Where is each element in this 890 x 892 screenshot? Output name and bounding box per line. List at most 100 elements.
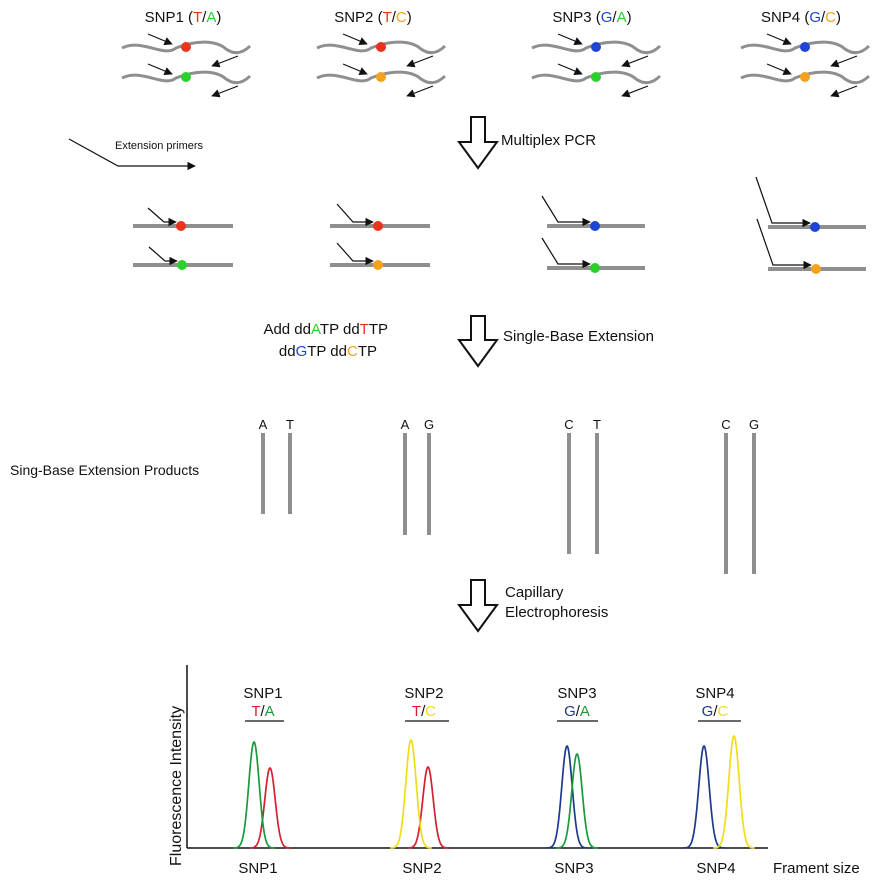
forward-primer-arrow [766, 33, 792, 45]
x-tick-label: SNP1 [238, 860, 277, 877]
extension-primer-legend [68, 138, 196, 171]
product-base-label: T [286, 417, 294, 432]
x-tick-label: SNP2 [402, 860, 441, 877]
product-base-label: C [564, 417, 573, 432]
snp-title: SNP3 (G/A) [552, 9, 631, 26]
template-strand [531, 70, 662, 85]
product-base-label: A [401, 417, 410, 432]
peak-group-title: SNP4 [695, 685, 734, 702]
electropherogram-peak [556, 753, 598, 849]
products-label: Sing-Base Extension Products [10, 462, 199, 478]
forward-primer-arrow [557, 33, 583, 45]
forward-primer-arrow [766, 63, 792, 75]
forward-primer-arrow [342, 63, 368, 75]
electropherogram-peak [683, 745, 725, 849]
snp-title: SNP4 (G/C) [761, 9, 841, 26]
peak-group-alleles: G/A [564, 703, 590, 720]
snp-dot [373, 260, 383, 270]
snp-dot [376, 42, 386, 52]
snp-title: SNP1 (T/A) [145, 9, 222, 26]
extension-primer-arrow [148, 246, 178, 266]
electropherogram-peak [249, 767, 291, 849]
reverse-primer-arrow [211, 85, 239, 98]
peak-groups: SNP1T/ASNP1SNP2T/CSNP2SNP3G/ASNP3SNP4G/C… [233, 685, 755, 877]
snp-dot [591, 72, 601, 82]
product-base-label: C [721, 417, 730, 432]
snp-dot [590, 221, 600, 231]
product-base-label: G [424, 417, 434, 432]
snp-title-row: SNP1 (T/A) SNP2 (T/C) SNP3 (G/A) SNP4 (G… [145, 9, 841, 26]
snp-dot [590, 263, 600, 273]
product-base-label: A [259, 417, 268, 432]
step-label-multiplex-pcr: Multiplex PCR [501, 132, 596, 149]
x-axis-label: Frament size [773, 860, 860, 877]
snp-title: SNP2 (T/C) [334, 9, 412, 26]
electropherogram-peak [546, 745, 588, 849]
template-strand [316, 40, 447, 55]
snp-dot [591, 42, 601, 52]
step-arrow-multiplex-pcr [457, 116, 499, 170]
snp-dot [811, 264, 821, 274]
reagent-line-1: Add ddATP ddTTP [263, 321, 388, 338]
product-base-label: T [593, 417, 601, 432]
amplicons-with-primers [133, 176, 866, 274]
reagent-line-2: ddGTP ddCTP [279, 343, 377, 360]
reverse-primer-arrow [406, 85, 434, 98]
extension-primer-arrow [756, 218, 812, 270]
extension-primer-arrow [755, 176, 811, 228]
peak-group-title: SNP3 [557, 685, 596, 702]
reverse-primer-arrow [830, 85, 858, 98]
extension-primer-arrow [541, 195, 591, 227]
template-strand [740, 70, 871, 85]
extension-primer-arrow [147, 207, 177, 227]
peak-group-alleles: T/C [412, 703, 436, 720]
reverse-primer-arrow [621, 55, 649, 68]
forward-primer-arrow [147, 33, 173, 45]
snp-dot [177, 260, 187, 270]
reverse-primer-arrow [406, 55, 434, 68]
template-strand [121, 70, 252, 85]
electropherogram: Fluorescence Intensity Frament size SNP1… [168, 665, 860, 877]
template-strand [121, 40, 252, 55]
peak-group-alleles: T/A [251, 703, 274, 720]
forward-primer-arrow [557, 63, 583, 75]
step-label-electrophoresis: Electrophoresis [505, 604, 608, 621]
extension-primer-arrow [336, 203, 374, 227]
snp-dot [800, 72, 810, 82]
extension-primers-label: Extension primers [115, 140, 204, 152]
electropherogram-peak [407, 766, 449, 849]
snp-dot [810, 222, 820, 232]
reverse-primer-arrow [830, 55, 858, 68]
pcr-templates [121, 33, 871, 98]
step-arrow-capillary-electrophoresis [457, 579, 499, 633]
x-tick-label: SNP4 [696, 860, 735, 877]
snp-dot [800, 42, 810, 52]
electropherogram-peak [713, 735, 755, 849]
template-strand [740, 40, 871, 55]
forward-primer-arrow [147, 63, 173, 75]
electropherogram-peak [390, 739, 432, 849]
step-label-single-base-extension: Single-Base Extension [503, 328, 654, 345]
snp-dot [181, 72, 191, 82]
template-strand [316, 70, 447, 85]
product-base-label: G [749, 417, 759, 432]
extension-primer-arrow [541, 237, 591, 269]
step-arrow-single-base-extension [457, 315, 499, 368]
peak-group-title: SNP1 [243, 685, 282, 702]
reverse-primer-arrow [211, 55, 239, 68]
peak-group-alleles: G/C [702, 703, 729, 720]
template-strand [531, 40, 662, 55]
electropherogram-peak [233, 741, 275, 849]
snp-dot [176, 221, 186, 231]
snp-dot [373, 221, 383, 231]
peak-group-title: SNP2 [404, 685, 443, 702]
snp-dot [181, 42, 191, 52]
x-tick-label: SNP3 [554, 860, 593, 877]
snp-dot [376, 72, 386, 82]
reverse-primer-arrow [621, 85, 649, 98]
forward-primer-arrow [342, 33, 368, 45]
step-label-capillary: Capillary [505, 584, 564, 601]
